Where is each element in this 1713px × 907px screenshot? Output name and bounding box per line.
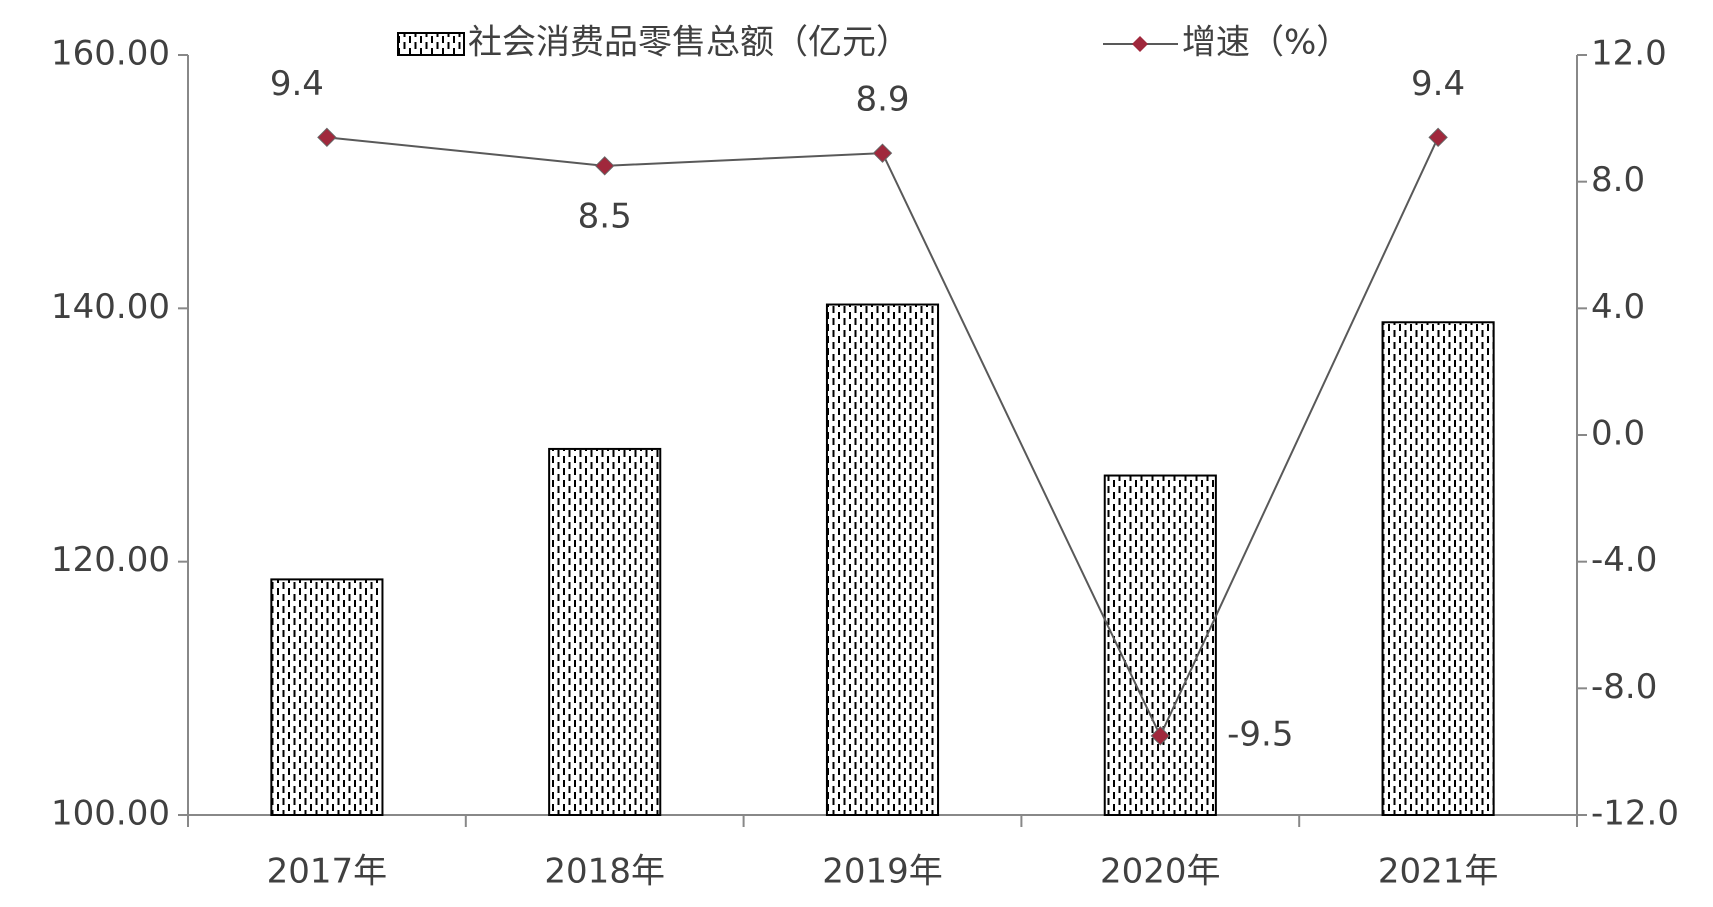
y2-tick-label: 0.0 (1591, 414, 1645, 454)
bar (825, 303, 940, 816)
x-tick-label: 2021年 (1378, 852, 1499, 892)
y2-tick-label: -12.0 (1591, 794, 1679, 834)
x-tick-label: 2019年 (822, 852, 943, 892)
y2-tick-label: 8.0 (1591, 160, 1645, 200)
x-tick-label: 2020年 (1100, 852, 1221, 892)
bar (1381, 321, 1495, 816)
marker (594, 156, 615, 176)
data-label: 9.4 (1411, 64, 1465, 104)
legend-label: 社会消费品零售总额（亿元） (468, 23, 910, 63)
bar (1103, 474, 1217, 816)
bar (548, 447, 662, 816)
marker (317, 127, 337, 148)
y2-tick-label: 12.0 (1591, 34, 1667, 74)
legend-swatch (397, 32, 465, 56)
y2-tick-label: -8.0 (1591, 667, 1657, 707)
bar (270, 578, 384, 817)
marker (1150, 726, 1171, 746)
marker (1428, 127, 1448, 148)
y2-tick-label: 4.0 (1591, 287, 1645, 327)
marker (872, 143, 893, 163)
y-tick-label: 120.00 (51, 540, 170, 580)
y-tick-label: 160.00 (51, 34, 170, 74)
data-label: 9.4 (270, 64, 324, 104)
legend-label: 增速（%） (1182, 23, 1350, 63)
legend-marker (1132, 36, 1148, 52)
x-tick-label: 2017年 (267, 852, 388, 892)
y2-tick-label: -4.0 (1591, 540, 1657, 580)
data-label: -9.5 (1227, 714, 1293, 754)
data-label: 8.9 (855, 80, 909, 120)
y-tick-label: 140.00 (51, 287, 170, 327)
y-tick-label: 100.00 (51, 794, 170, 834)
data-label: 8.5 (578, 196, 632, 236)
x-tick-label: 2018年 (544, 852, 665, 892)
